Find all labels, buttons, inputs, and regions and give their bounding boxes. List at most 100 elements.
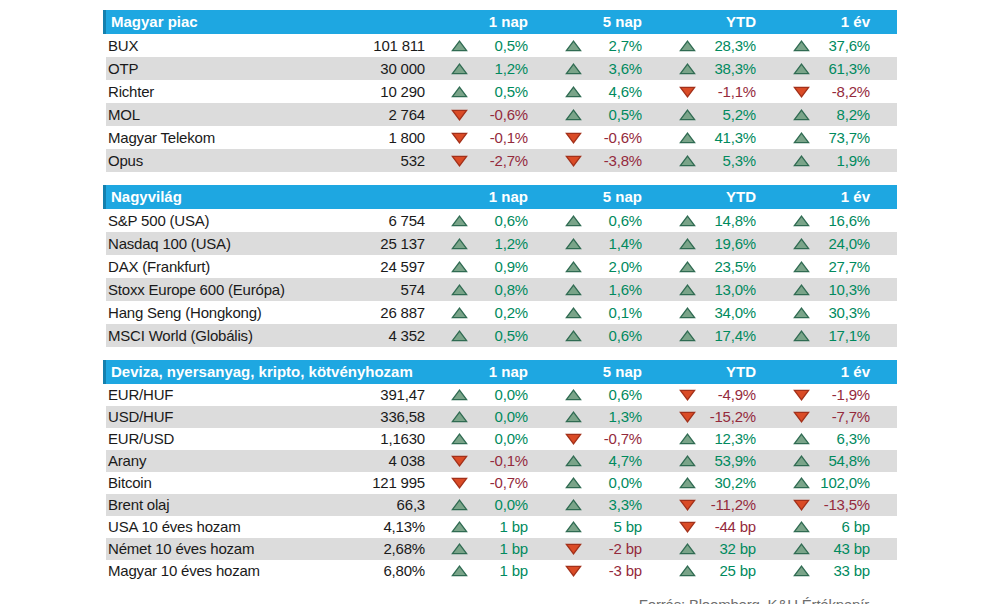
cell-spacer bbox=[528, 384, 555, 406]
change-value: 30,3% bbox=[819, 301, 870, 324]
cell-spacer bbox=[642, 301, 669, 324]
up-triangle-icon bbox=[555, 406, 591, 428]
header-spacer bbox=[756, 360, 783, 384]
section-rows: EUR/HUF391,470,0%0,6%-4,9%-1,9%USD/HUF33… bbox=[106, 384, 897, 582]
change-value: 19,6% bbox=[705, 232, 756, 255]
source-note: Forrás: Bloomberg, K&H Értékpapír bbox=[106, 595, 897, 604]
instrument-name: USD/HUF bbox=[106, 406, 331, 428]
up-triangle-icon bbox=[669, 301, 705, 324]
cell-spacer bbox=[425, 80, 441, 103]
column-header-3: 1 év bbox=[783, 360, 870, 384]
up-triangle-glyph bbox=[451, 543, 468, 555]
up-triangle-icon bbox=[783, 232, 819, 255]
cell-spacer bbox=[425, 538, 441, 560]
change-value: 0,0% bbox=[477, 406, 528, 428]
up-triangle-glyph bbox=[679, 155, 696, 167]
instrument-name: EUR/HUF bbox=[106, 384, 331, 406]
up-triangle-glyph bbox=[451, 307, 468, 319]
up-triangle-glyph bbox=[565, 109, 582, 121]
instrument-value: 6 754 bbox=[331, 209, 425, 232]
change-value: 30,2% bbox=[705, 472, 756, 494]
change-value: 10,3% bbox=[819, 278, 870, 301]
change-value: 0,5% bbox=[477, 324, 528, 347]
section-header: Deviza, nyersanyag, kripto, kötvényhozam… bbox=[103, 360, 897, 384]
down-triangle-glyph bbox=[793, 411, 810, 423]
table-row: Richter10 2900,5%4,6%-1,1%-8,2% bbox=[106, 80, 897, 103]
cell-spacer bbox=[425, 103, 441, 126]
cell-spacer bbox=[756, 324, 783, 347]
change-value: 0,6% bbox=[477, 209, 528, 232]
cell-spacer bbox=[425, 278, 441, 301]
instrument-name: USA 10 éves hozam bbox=[106, 516, 331, 538]
cell-spacer bbox=[756, 494, 783, 516]
up-triangle-glyph bbox=[565, 215, 582, 227]
change-value: 2,7% bbox=[591, 34, 642, 57]
cell-spacer bbox=[870, 494, 894, 516]
cell-spacer bbox=[425, 494, 441, 516]
change-value: 54,8% bbox=[819, 450, 870, 472]
section-2: Deviza, nyersanyag, kripto, kötvényhozam… bbox=[103, 360, 897, 582]
cell-spacer bbox=[528, 57, 555, 80]
up-triangle-glyph bbox=[451, 238, 468, 250]
cell-spacer bbox=[756, 103, 783, 126]
cell-spacer bbox=[756, 472, 783, 494]
up-triangle-icon bbox=[441, 80, 477, 103]
cell-spacer bbox=[642, 538, 669, 560]
change-value: 25 bp bbox=[705, 560, 756, 582]
up-triangle-icon bbox=[441, 324, 477, 347]
down-triangle-glyph bbox=[451, 109, 468, 121]
instrument-name: Opus bbox=[106, 149, 331, 172]
change-value: 0,1% bbox=[591, 301, 642, 324]
up-triangle-icon bbox=[669, 103, 705, 126]
cell-spacer bbox=[642, 80, 669, 103]
down-triangle-glyph bbox=[451, 155, 468, 167]
cell-spacer bbox=[642, 57, 669, 80]
change-value: 0,5% bbox=[477, 80, 528, 103]
instrument-name: Stoxx Europe 600 (Európa) bbox=[106, 278, 331, 301]
cell-spacer bbox=[425, 232, 441, 255]
change-value: -2,7% bbox=[477, 149, 528, 172]
up-triangle-glyph bbox=[793, 330, 810, 342]
instrument-value: 66,3 bbox=[331, 494, 425, 516]
table-row: S&P 500 (USA)6 7540,6%0,6%14,8%16,6% bbox=[106, 209, 897, 232]
change-value: -11,2% bbox=[705, 494, 756, 516]
cell-spacer bbox=[425, 560, 441, 582]
up-triangle-icon bbox=[669, 126, 705, 149]
cell-spacer bbox=[870, 450, 894, 472]
up-triangle-icon bbox=[441, 428, 477, 450]
up-triangle-icon bbox=[441, 34, 477, 57]
instrument-value: 10 290 bbox=[331, 80, 425, 103]
cell-spacer bbox=[528, 450, 555, 472]
header-spacer bbox=[528, 10, 555, 34]
section-header: Magyar piac1 nap5 napYTD1 év bbox=[103, 10, 897, 34]
up-triangle-glyph bbox=[451, 40, 468, 52]
cell-spacer bbox=[425, 406, 441, 428]
up-triangle-glyph bbox=[793, 40, 810, 52]
instrument-value: 6,80% bbox=[331, 560, 425, 582]
up-triangle-glyph bbox=[679, 330, 696, 342]
change-value: 0,5% bbox=[477, 34, 528, 57]
up-triangle-glyph bbox=[451, 411, 468, 423]
up-triangle-icon bbox=[669, 232, 705, 255]
instrument-value: 532 bbox=[331, 149, 425, 172]
down-triangle-icon bbox=[555, 538, 591, 560]
section-rows: S&P 500 (USA)6 7540,6%0,6%14,8%16,6%Nasd… bbox=[106, 209, 897, 347]
instrument-name: BUX bbox=[106, 34, 331, 57]
change-value: 16,6% bbox=[819, 209, 870, 232]
up-triangle-glyph bbox=[679, 63, 696, 75]
header-spacer bbox=[756, 10, 783, 34]
cell-spacer bbox=[870, 538, 894, 560]
up-triangle-glyph bbox=[793, 477, 810, 489]
cell-spacer bbox=[425, 324, 441, 347]
cell-spacer bbox=[756, 80, 783, 103]
up-triangle-icon bbox=[555, 450, 591, 472]
up-triangle-icon bbox=[783, 560, 819, 582]
table-row: Stoxx Europe 600 (Európa)5740,8%1,6%13,0… bbox=[106, 278, 897, 301]
up-triangle-icon bbox=[783, 103, 819, 126]
change-value: -44 bp bbox=[705, 516, 756, 538]
header-spacer bbox=[642, 10, 669, 34]
change-value: 12,3% bbox=[705, 428, 756, 450]
up-triangle-glyph bbox=[679, 261, 696, 273]
cell-spacer bbox=[870, 516, 894, 538]
up-triangle-glyph bbox=[679, 307, 696, 319]
